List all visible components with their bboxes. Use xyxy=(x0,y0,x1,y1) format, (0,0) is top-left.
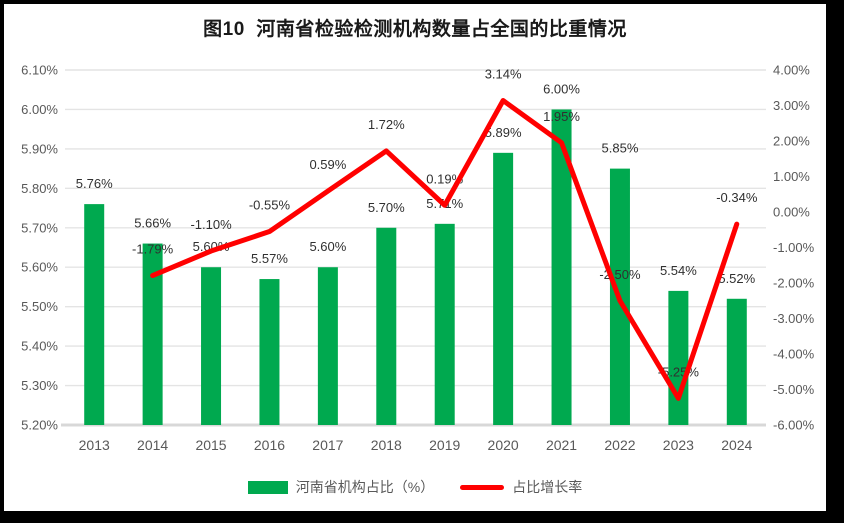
left-axis-tick-label: 5.20% xyxy=(21,418,58,433)
bar-data-label: 5.54% xyxy=(660,263,697,278)
left-axis-tick-label: 5.40% xyxy=(21,339,58,354)
bar-series-swatch xyxy=(247,480,288,494)
right-axis-tick-label: -6.00% xyxy=(773,418,815,433)
x-axis-label: 2022 xyxy=(604,437,635,453)
right-axis-tick-label: -1.00% xyxy=(773,240,815,255)
right-axis-tick-label: 3.00% xyxy=(773,98,810,113)
bar-2013 xyxy=(84,204,105,425)
x-axis-label: 2013 xyxy=(79,437,110,453)
left-axis-tick-label: 6.00% xyxy=(21,102,58,117)
legend-item-line-series: 占比增长率 xyxy=(460,477,582,497)
bar-2015 xyxy=(201,267,222,425)
bar-data-label: 5.66% xyxy=(134,216,171,231)
bar-data-label: 5.85% xyxy=(602,141,639,156)
x-axis-label: 2023 xyxy=(663,437,694,453)
chart-legend: 河南省机构占比（%） 占比增长率 xyxy=(4,477,826,497)
x-axis-label: 2015 xyxy=(195,437,226,453)
line-data-label: 1.95% xyxy=(543,109,580,124)
bar-2014 xyxy=(142,243,163,425)
line-data-label: 0.19% xyxy=(426,171,463,186)
x-axis-label: 2024 xyxy=(721,437,752,453)
right-axis-tick-label: 4.00% xyxy=(773,63,810,78)
left-axis-tick-label: 5.60% xyxy=(21,260,58,275)
x-axis-label: 2016 xyxy=(254,437,285,453)
line-series-swatch xyxy=(460,484,505,490)
left-axis-tick-label: 5.90% xyxy=(21,141,58,156)
right-axis-tick-label: -3.00% xyxy=(773,311,815,326)
line-data-label: -0.34% xyxy=(716,190,758,205)
line-series-legend-label: 占比增长率 xyxy=(512,479,583,495)
bar-data-label: 5.89% xyxy=(485,125,522,140)
line-data-label: -0.55% xyxy=(249,198,291,213)
bar-data-label: 5.52% xyxy=(718,271,755,286)
chart-title: 图10 河南省检验检测机构数量占全国的比重情况 xyxy=(203,19,627,40)
line-data-label: -1.10% xyxy=(190,217,232,232)
bar-2024 xyxy=(726,298,747,425)
line-data-label: -1.79% xyxy=(132,242,174,257)
left-axis-tick-label: 5.70% xyxy=(21,220,58,235)
bar-data-label: 5.76% xyxy=(76,176,113,191)
legend-item-bar-series: 河南省机构占比（%） xyxy=(247,477,435,497)
bar-2016 xyxy=(259,279,280,425)
bar-data-label: 6.00% xyxy=(543,81,580,96)
right-axis-tick-label: 0.00% xyxy=(773,205,810,220)
right-axis-tick-label: 1.00% xyxy=(773,169,810,184)
bar-2018 xyxy=(376,227,397,425)
bar-series-legend-label: 河南省机构占比（%） xyxy=(295,479,435,495)
left-axis-tick-label: 5.30% xyxy=(21,378,58,393)
bar-2019 xyxy=(434,223,455,425)
x-axis-label: 2021 xyxy=(546,437,577,453)
left-axis-tick-label: 5.50% xyxy=(21,299,58,314)
line-data-label: 1.72% xyxy=(368,117,405,132)
chart-canvas: 6.10% 6.00% 5.90% 5.80% 5.70% 5.60% 5.50% 5.40%… xyxy=(21,63,815,454)
x-axis-label: 2017 xyxy=(312,437,343,453)
x-axis-label: 2014 xyxy=(137,437,168,453)
left-axis-tick-label: 6.10% xyxy=(21,63,58,78)
line-data-label: 3.14% xyxy=(485,67,522,82)
left-axis-tick-label: 5.80% xyxy=(21,181,58,196)
right-axis-tick-label: 2.00% xyxy=(773,134,810,149)
bar-data-label: 5.57% xyxy=(251,251,288,266)
right-axis-tick-label: -2.00% xyxy=(773,276,815,291)
bar-2020 xyxy=(493,152,514,426)
bar-data-label: 5.60% xyxy=(309,239,346,254)
x-axis-label: 2018 xyxy=(371,437,402,453)
line-data-label: 0.59% xyxy=(309,157,346,172)
x-axis-label: 2019 xyxy=(429,437,460,453)
right-axis-tick-label: -5.00% xyxy=(773,382,815,397)
x-axis-label: 2020 xyxy=(488,437,519,453)
right-axis-tick-label: -4.00% xyxy=(773,347,815,362)
line-series-path xyxy=(150,98,740,401)
bar-2021 xyxy=(551,109,572,425)
bar-2017 xyxy=(317,267,338,425)
bar-2023 xyxy=(668,290,689,425)
bar-data-label: 5.70% xyxy=(368,200,405,215)
